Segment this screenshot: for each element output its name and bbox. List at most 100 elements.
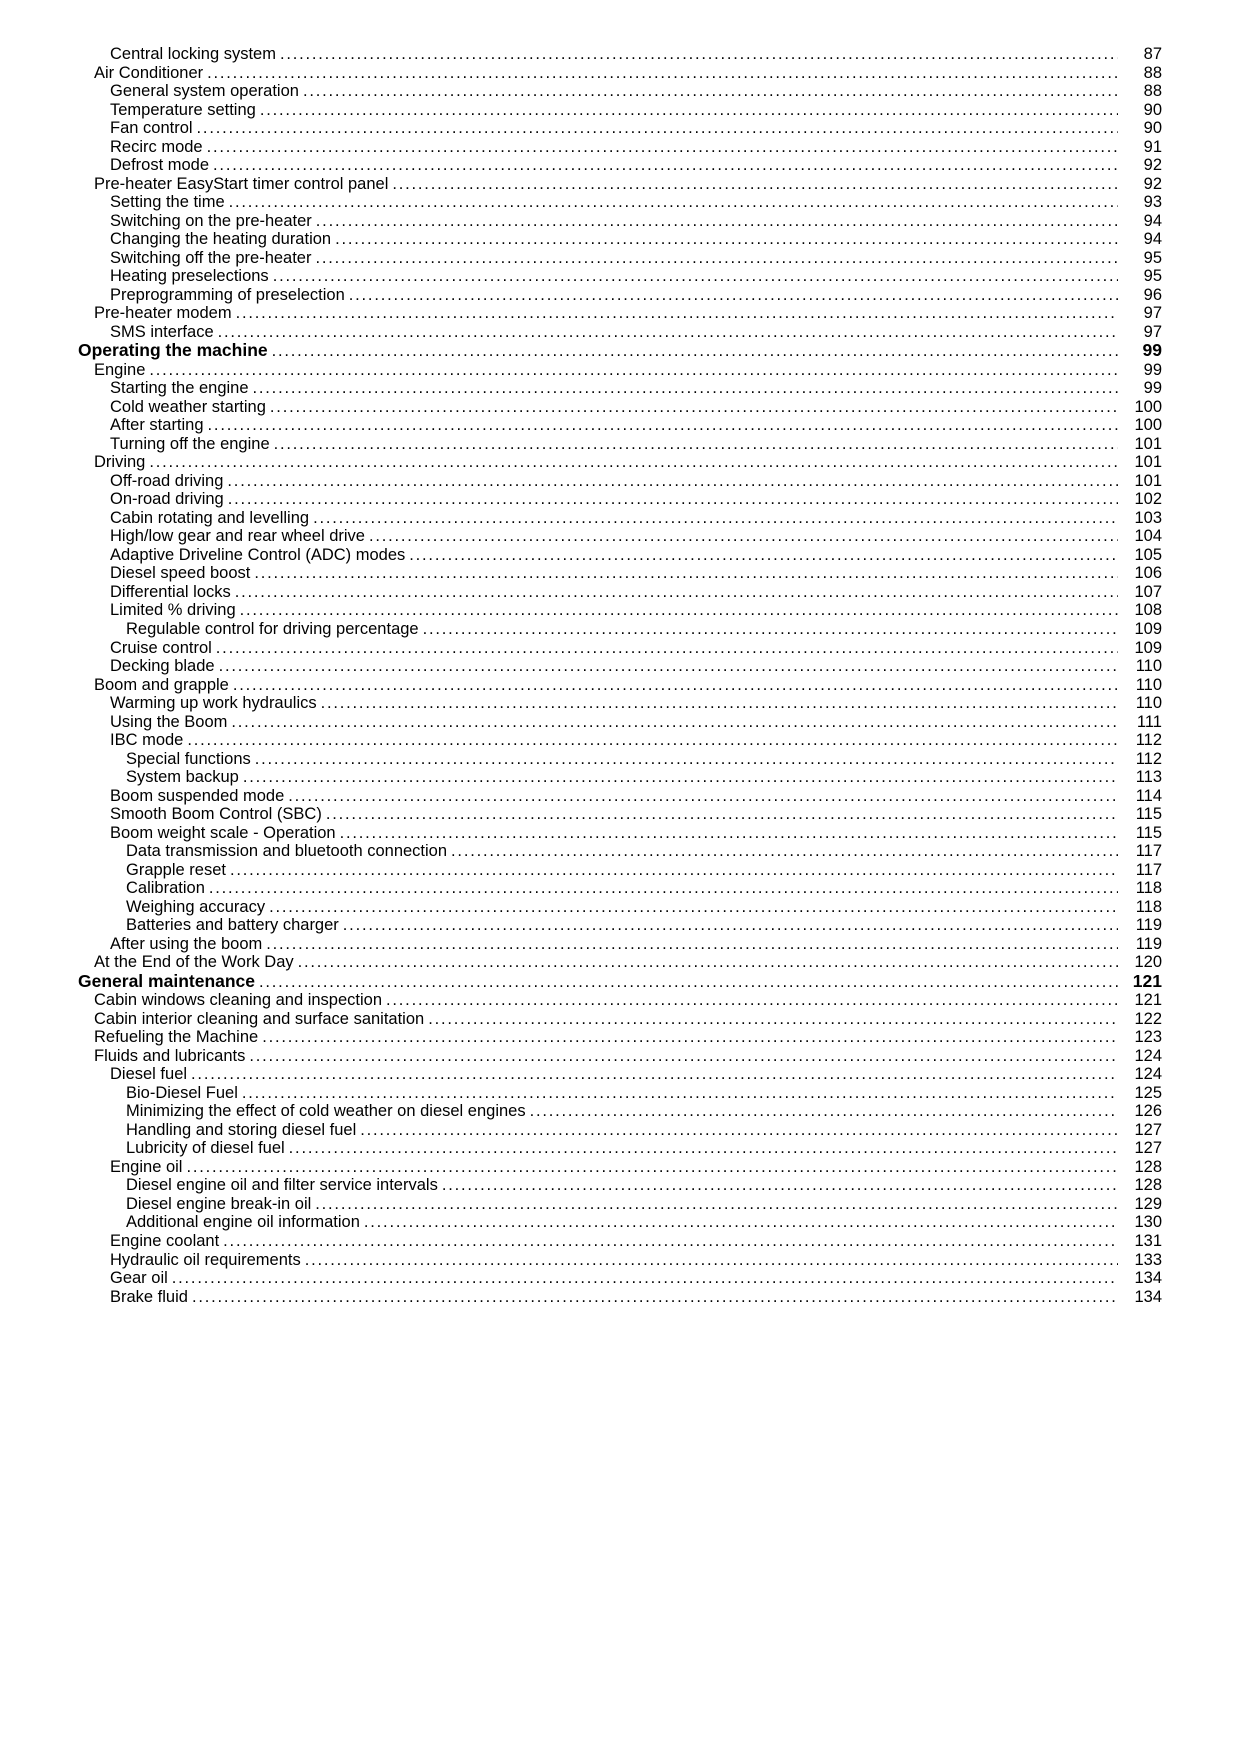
toc-entry-page: 97 [1118,324,1162,341]
toc-entry-page: 90 [1118,102,1162,119]
toc-entry-page: 121 [1118,992,1162,1009]
toc-leader-dots [172,1270,1118,1287]
toc-leader-dots [209,880,1118,897]
toc-row: General system operation88 [78,83,1162,100]
toc-entry-label: Diesel speed boost [78,565,254,582]
toc-entry-label: Recirc mode [78,139,207,156]
toc-entry-label: Minimizing the effect of cold weather on… [78,1103,530,1120]
toc-entry-label: Boom and grapple [78,677,233,694]
toc-entry-page: 112 [1118,732,1162,749]
toc-entry-page: 123 [1118,1029,1162,1046]
toc-entry-page: 113 [1118,769,1162,786]
toc-entry-page: 99 [1118,362,1162,379]
toc-leader-dots [219,658,1118,675]
toc-leader-dots [369,528,1118,545]
toc-leader-dots [423,621,1118,638]
toc-row: Engine 99 [78,362,1162,379]
toc-leader-dots [386,992,1118,1009]
toc-row: Fluids and lubricants124 [78,1048,1162,1065]
toc-row: Decking blade110 [78,658,1162,675]
toc-row: SMS interface97 [78,324,1162,341]
toc-leader-dots [218,324,1118,341]
toc-leader-dots [187,732,1118,749]
toc-row: Diesel speed boost106 [78,565,1162,582]
toc-entry-page: 128 [1118,1177,1162,1194]
toc-row: Batteries and battery charger119 [78,917,1162,934]
toc-row: Lubricity of diesel fuel127 [78,1140,1162,1157]
toc-leader-dots [442,1177,1118,1194]
toc-row: Operating the machine99 [78,342,1162,360]
toc-row: High/low gear and rear wheel drive104 [78,528,1162,545]
toc-row: Hydraulic oil requirements133 [78,1252,1162,1269]
toc-leader-dots [208,417,1118,434]
toc-row: Temperature setting 90 [78,102,1162,119]
toc-row: Regulable control for driving percentage… [78,621,1162,638]
toc-leader-dots [340,825,1118,842]
toc-row: Switching off the pre-heater95 [78,250,1162,267]
toc-leader-dots [149,362,1118,379]
toc-leader-dots [273,268,1118,285]
toc-entry-label: Engine [78,362,149,379]
toc-entry-page: 124 [1118,1066,1162,1083]
toc-leader-dots [191,1066,1118,1083]
toc-row: Air Conditioner88 [78,65,1162,82]
toc-leader-dots [262,1029,1118,1046]
toc-entry-page: 109 [1118,640,1162,657]
toc-entry-label: System backup [78,769,243,786]
toc-entry-page: 127 [1118,1122,1162,1139]
toc-leader-dots [409,547,1118,564]
toc-entry-label: Changing the heating duration [78,231,335,248]
toc-row: Weighing accuracy118 [78,899,1162,916]
toc-row: Switching on the pre-heater94 [78,213,1162,230]
toc-entry-page: 131 [1118,1233,1162,1250]
toc-leader-dots [274,436,1118,453]
toc-entry-label: Diesel fuel [78,1066,191,1083]
toc-row: Refueling the Machine123 [78,1029,1162,1046]
toc-entry-label: Temperature setting [78,102,260,119]
toc-row: Diesel engine break-in oil129 [78,1196,1162,1213]
toc-leader-dots [249,1048,1118,1065]
toc-leader-dots [192,1289,1118,1306]
toc-entry-label: Central locking system [78,46,280,63]
toc-row: Minimizing the effect of cold weather on… [78,1103,1162,1120]
toc-entry-label: Boom weight scale - Operation [78,825,340,842]
toc-entry-label: Lubricity of diesel fuel [78,1140,289,1157]
toc-leader-dots [326,806,1118,823]
toc-entry-page: 103 [1118,510,1162,527]
toc-leader-dots [242,1085,1118,1102]
toc-row: Differential locks 107 [78,584,1162,601]
toc-entry-label: Grapple reset [78,862,230,879]
toc-row: After using the boom119 [78,936,1162,953]
toc-row: On-road driving102 [78,491,1162,508]
toc-row: At the End of the Work Day120 [78,954,1162,971]
toc-row: Boom weight scale - Operation115 [78,825,1162,842]
toc-row: Cold weather starting100 [78,399,1162,416]
toc-entry-label: Additional engine oil information [78,1214,364,1231]
toc-leader-dots [392,176,1118,193]
toc-leader-dots [216,640,1118,657]
toc-entry-label: Pre-heater modem [78,305,236,322]
toc-entry-label: Gear oil [78,1270,172,1287]
toc-entry-label: IBC mode [78,732,187,749]
toc-row: Pre-heater modem97 [78,305,1162,322]
toc-leader-dots [260,102,1118,119]
toc-leader-dots [227,473,1118,490]
toc-entry-page: 126 [1118,1103,1162,1120]
toc-entry-label: Differential locks [78,584,235,601]
toc-leader-dots [288,788,1118,805]
toc-entry-page: 111 [1118,714,1162,731]
toc-entry-label: Preprogramming of preselection [78,287,349,304]
toc-leader-dots [230,862,1118,879]
toc-leader-dots [240,602,1118,619]
toc-row: Bio-Diesel Fuel125 [78,1085,1162,1102]
toc-entry-page: 124 [1118,1048,1162,1065]
toc-row: Boom suspended mode114 [78,788,1162,805]
toc-entry-page: 107 [1118,584,1162,601]
toc-row: Pre-heater EasyStart timer control panel… [78,176,1162,193]
toc-leader-dots [253,380,1118,397]
toc-leader-dots [259,974,1118,991]
toc-entry-page: 120 [1118,954,1162,971]
toc-entry-page: 130 [1118,1214,1162,1231]
toc-row: Cabin windows cleaning and inspection121 [78,992,1162,1009]
toc-row: Smooth Boom Control (SBC)115 [78,806,1162,823]
